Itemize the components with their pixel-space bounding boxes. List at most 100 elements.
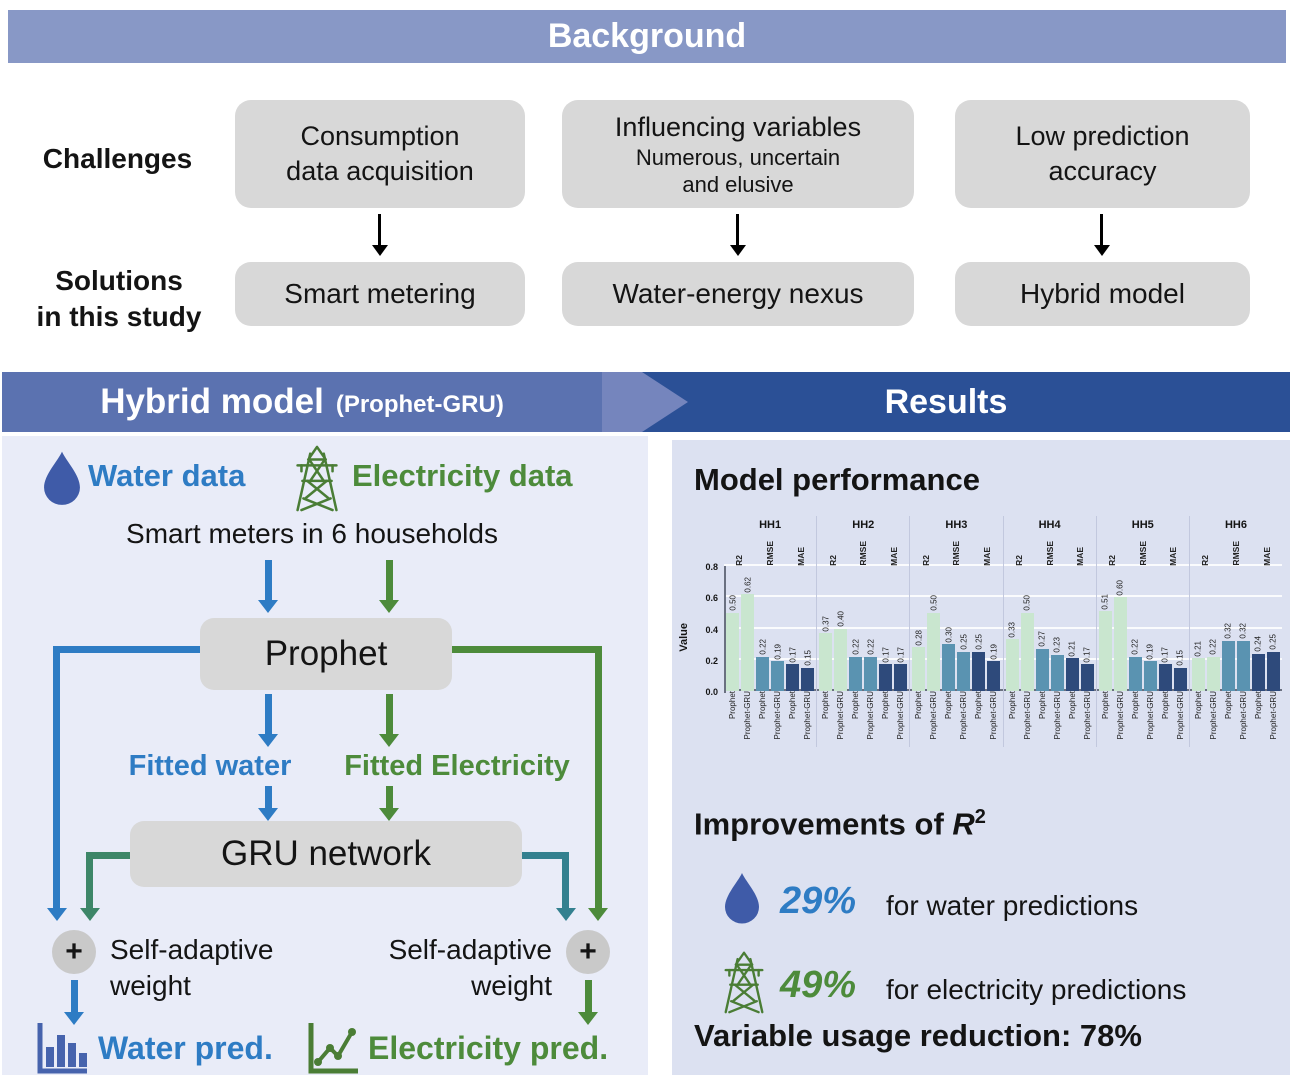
solution-box-nexus: Water-energy nexus [562, 262, 914, 326]
sum-node-water: + [52, 930, 96, 974]
x-tick-label: Prophet [914, 691, 924, 720]
improvements-title: Improvements of R2 [694, 806, 986, 842]
x-tick-label: Prophet-GRU [1082, 691, 1092, 740]
fitted-electricity-label: Fitted Electricity [344, 750, 570, 782]
bar-value-label: 0.22 [1130, 639, 1140, 655]
bar-value-label: 0.21 [1193, 640, 1203, 657]
bar-value-label: 0.17 [896, 646, 906, 663]
bar-HH2-RMSE-Prophet-GRU: 0.22 [864, 639, 878, 691]
metric-label: R2 [734, 555, 745, 566]
bar-HH3-MAE-Prophet-GRU: 0.19 [987, 644, 1001, 691]
x-tick-label: Prophet [1160, 691, 1170, 720]
x-tick-label: Prophet-GRU [896, 691, 906, 740]
bar-HH5-R2-Prophet-GRU: 0.60 [1113, 580, 1127, 691]
solution-box-smart-metering: Smart metering [235, 262, 525, 326]
water-arrow-head [258, 600, 278, 613]
x-tick-label: Prophet [788, 691, 798, 720]
facet-HH2: HH2 R2 RMSE MAE 0.37 0.40 0.22 0.22 0.17 0.17 Prop… [816, 516, 909, 747]
facet-HH3: HH3 R2 RMSE MAE 0.28 0.50 0.30 0.25 0.25 0.19 Prop… [909, 516, 1002, 747]
metric-label: R2 [920, 555, 931, 566]
solution-box-hybrid: Hybrid model [955, 262, 1250, 326]
bar-HH3-RMSE-Prophet-GRU: 0.25 [957, 634, 971, 691]
x-tick-label: Prophet [1130, 691, 1140, 720]
x-tick-label: Prophet-GRU [959, 691, 969, 740]
x-tick-label: Prophet-GRU [1268, 691, 1278, 740]
background-header: Background [8, 10, 1286, 63]
bar-HH4-RMSE-Prophet: 0.27 [1035, 631, 1049, 691]
challenge-box-variables: Influencing variables Numerous, uncertai… [562, 100, 914, 208]
facet-HH4: HH4 R2 RMSE MAE 0.33 0.50 0.27 0.23 0.21 0.17 Prop… [1002, 516, 1096, 747]
bar-value-label: 0.17 [1160, 646, 1170, 663]
bar-value-label: 0.28 [914, 629, 924, 646]
gru-output-line-right [522, 852, 569, 908]
bar-HH6-RMSE-Prophet-GRU: 0.32 [1236, 623, 1250, 691]
bar-value-label: 0.50 [1022, 595, 1032, 611]
electricity-output-arrow [585, 980, 592, 1012]
metric-label: R2 [1200, 555, 1211, 566]
bar-HH6-RMSE-Prophet: 0.32 [1221, 623, 1235, 691]
x-tick-label: Prophet-GRU [803, 691, 813, 740]
y-tick-label: 0.4 [705, 624, 718, 635]
bar-value-label: 0.23 [1052, 637, 1062, 654]
performance-chart: Value 0.0 0.2 0.4 0.6 0.8 HH1 R2 RMSE MAE 0.50 0.62… [678, 516, 1282, 747]
hybrid-subtitle: (Prophet-GRU) [335, 391, 504, 418]
metric-label: R2 [1013, 555, 1024, 566]
metric-label: MAE [1168, 547, 1179, 566]
x-tick-label: Prophet-GRU [1145, 691, 1155, 740]
water-output-arrow-head [64, 1012, 84, 1025]
header-chevron [602, 372, 642, 432]
electricity-arrow-head [379, 734, 399, 747]
y-tick-label: 0.0 [705, 687, 718, 697]
x-tick-label: Prophet-GRU [773, 691, 783, 740]
y-tick-label: 0.8 [705, 562, 718, 572]
bar-HH1-MAE-Prophet-GRU: 0.15 [801, 650, 815, 691]
challenge-line: Consumption [300, 120, 460, 151]
x-tick-label: Prophet [758, 691, 768, 720]
fitted-water-label: Fitted water [128, 750, 292, 782]
x-tick-label: Prophet [1100, 691, 1110, 720]
gru-network-box: GRU network [130, 821, 522, 887]
electricity-pred-label: Electricity pred. [368, 1030, 609, 1066]
x-tick-label: Prophet [1037, 691, 1047, 720]
challenge-line: and elusive [682, 171, 794, 197]
bar-HH1-RMSE-Prophet-GRU: 0.19 [771, 644, 785, 691]
background-title: Background [547, 17, 747, 55]
water-drop-icon [44, 451, 80, 505]
water-arrow-head [258, 734, 278, 747]
electricity-arrow-head [379, 600, 399, 613]
bar-value-label: 0.50 [929, 595, 939, 611]
water-improvement-pct: 29% [780, 880, 857, 922]
water-bypass-line [53, 646, 200, 908]
bar-HH1-R2-Prophet-GRU: 0.62 [741, 577, 755, 691]
bar-value-label: 0.25 [1268, 634, 1278, 650]
solutions-label-line1: Solutions [55, 265, 183, 296]
x-tick-label: Prophet [944, 691, 954, 720]
smart-meters-label: Smart meters in 6 households [126, 518, 498, 549]
improvements-r: R [952, 806, 975, 842]
bar-value-label: 0.19 [1145, 643, 1155, 660]
facet-title: HH1 [759, 519, 782, 531]
x-tick-label: Prophet-GRU [1208, 691, 1218, 740]
x-tick-label: Prophet-GRU [1238, 691, 1248, 740]
facet-HH6: HH6 R2 RMSE MAE 0.21 0.22 0.32 0.32 0.24 0.25 Prop… [1188, 516, 1282, 747]
metric-label: RMSE [765, 541, 776, 566]
facet-title: HH5 [1131, 519, 1154, 531]
bar-value-label: 0.32 [1238, 623, 1248, 639]
electricity-arrow-to-fitted [386, 694, 393, 734]
down-arrow-head [372, 245, 388, 256]
bar-value-label: 0.60 [1115, 579, 1125, 596]
bar-HH5-R2-Prophet: 0.51 [1098, 594, 1112, 691]
x-tick-label: Prophet [881, 691, 891, 720]
challenge-box-accuracy: Low prediction accuracy [955, 100, 1250, 208]
bar-HH1-RMSE-Prophet: 0.22 [756, 639, 770, 691]
challenge-line: Numerous, uncertain [635, 144, 841, 170]
results-panel: Model performance Value 0.0 0.2 0.4 0.6 0.8 HH… [672, 440, 1290, 1075]
x-tick-label: Prophet-GRU [1022, 691, 1032, 740]
x-tick-label: Prophet-GRU [989, 691, 999, 740]
electricity-pylon-icon [296, 445, 338, 512]
down-arrow [1100, 214, 1103, 245]
y-axis-line [724, 566, 726, 693]
challenges-label: Challenges [42, 143, 193, 174]
bar-value-label: 0.50 [728, 595, 738, 611]
water-bypass-arrow-head [47, 908, 67, 921]
